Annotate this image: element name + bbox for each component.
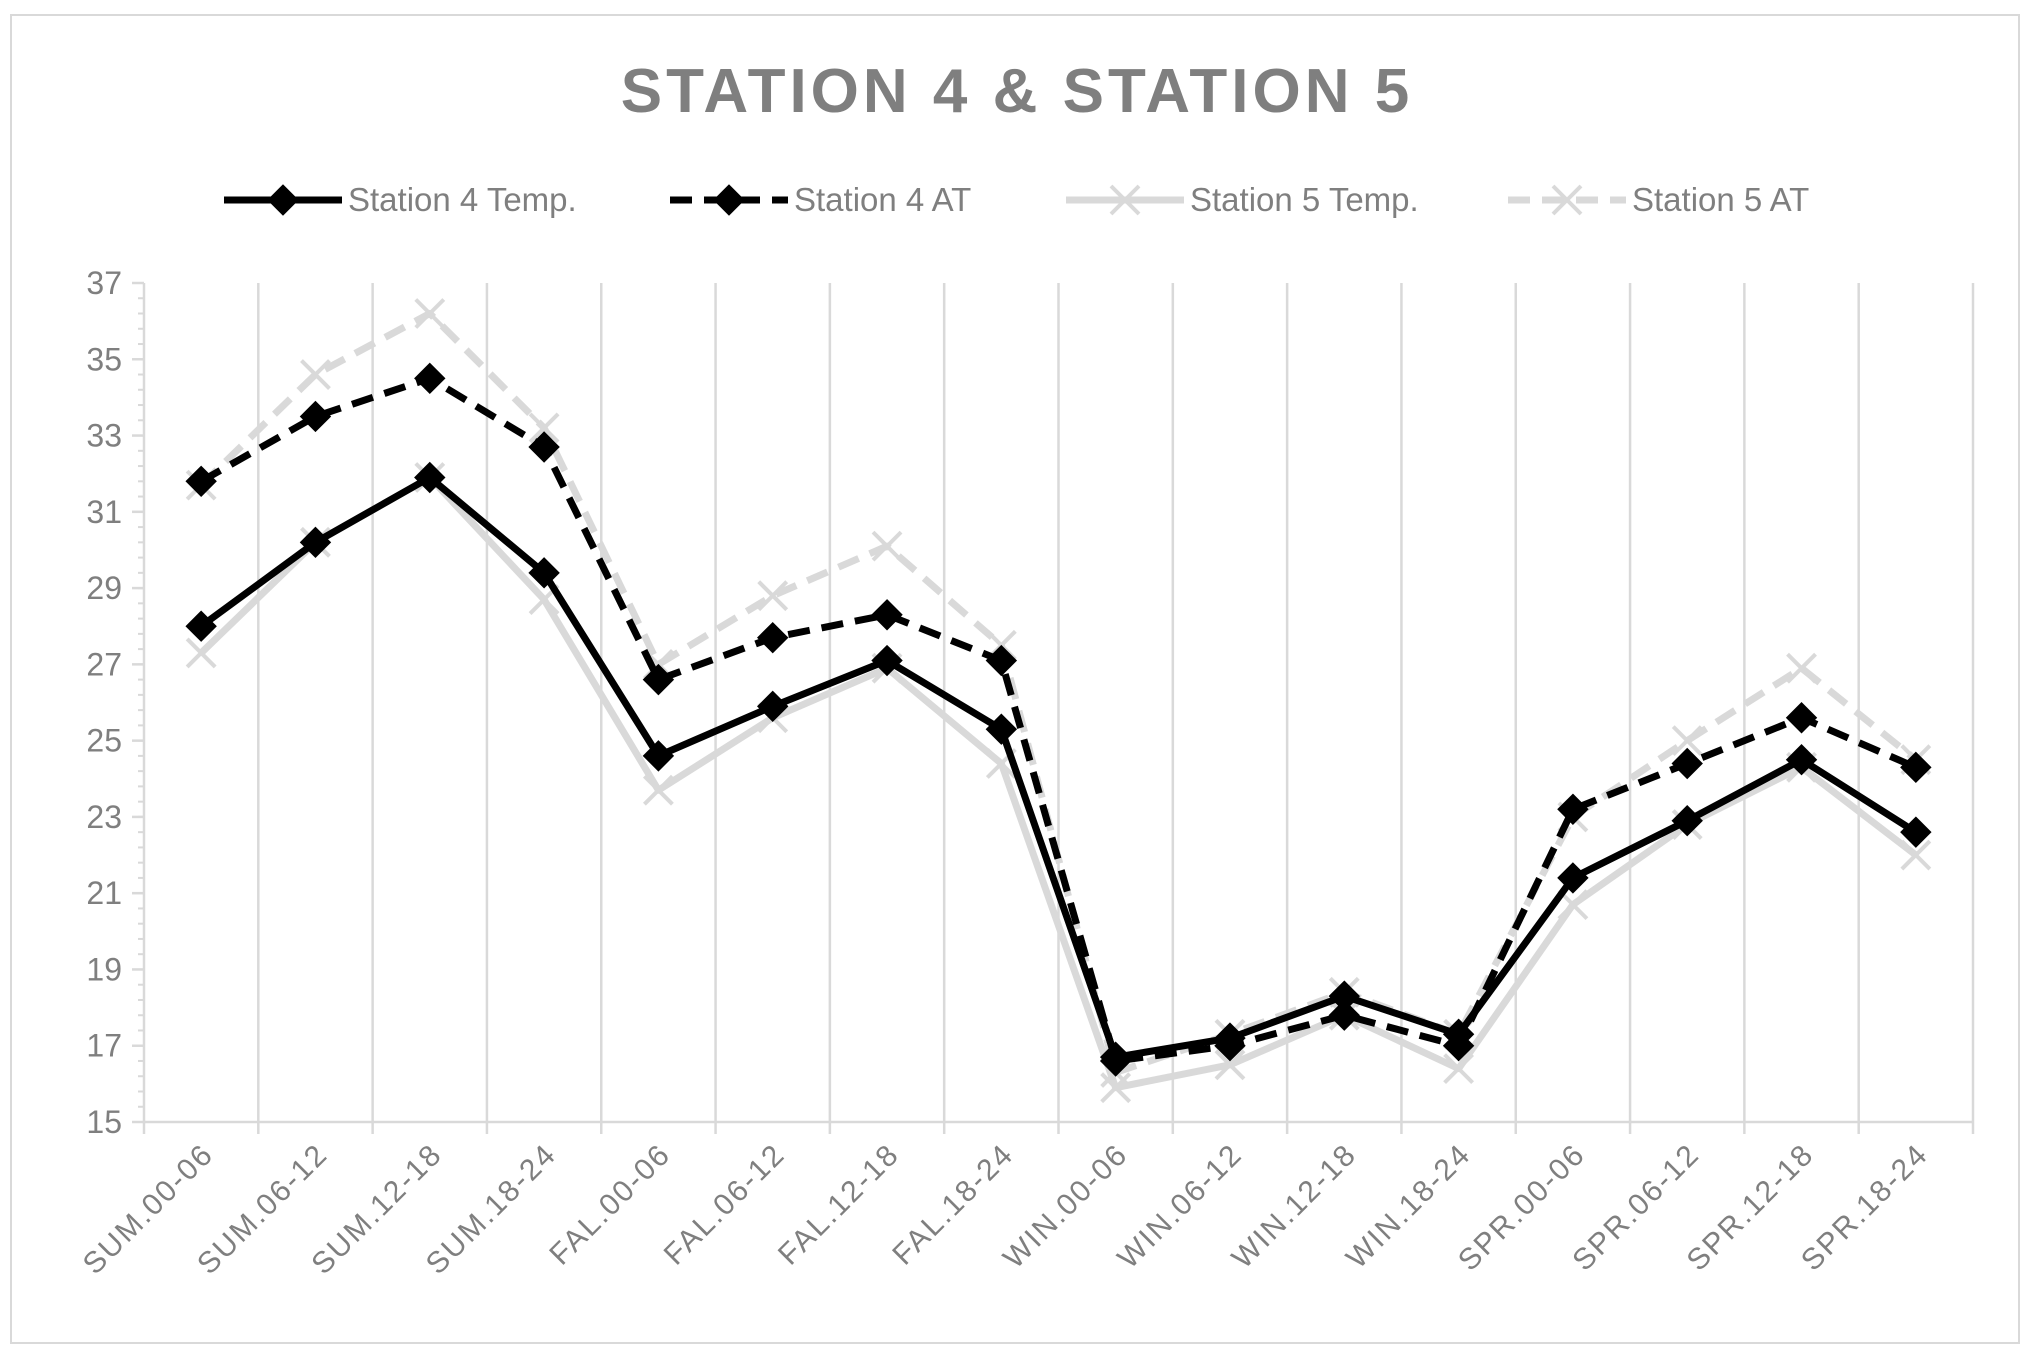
marker-stroke: [1900, 839, 1932, 871]
data-point-marker: [1671, 725, 1703, 757]
data-point-marker: [871, 530, 903, 562]
data-point-marker: [414, 362, 446, 395]
data-point-marker: [713, 184, 745, 216]
marker-stroke: [300, 359, 331, 390]
marker-stroke: [1214, 1049, 1246, 1081]
y-tick-label: 17: [86, 1028, 122, 1064]
y-tick-label: 33: [86, 418, 122, 454]
marker-stroke: [185, 637, 217, 669]
data-point-marker: [528, 431, 560, 463]
data-point-marker: [1671, 747, 1703, 780]
series-layer: [185, 298, 1932, 1104]
data-point-marker: [1214, 1030, 1246, 1062]
data-point-marker: [1557, 793, 1589, 825]
data-point-marker: [1551, 184, 1583, 216]
y-tick-label: 25: [86, 723, 122, 759]
y-tick-label: 35: [86, 341, 122, 377]
data-point-marker: [528, 412, 560, 444]
data-point-marker: [1671, 805, 1703, 837]
marker-stroke: [1551, 184, 1583, 216]
data-point-marker: [1900, 816, 1932, 848]
data-point-marker: [757, 621, 789, 654]
data-point-marker: [1900, 751, 1932, 784]
data-point-marker: [1786, 652, 1817, 684]
legend-label: Station 5 AT: [1632, 181, 1809, 218]
marker-stroke: [1109, 184, 1141, 216]
data-point-marker: [871, 599, 903, 631]
data-point-marker: [300, 359, 331, 390]
legend-item: Station 4 AT: [670, 181, 971, 218]
data-point-marker: [871, 644, 903, 677]
data-point-marker: [757, 580, 789, 612]
y-tick-label: 27: [86, 646, 122, 682]
chart-title: STATION 4 & STATION 5: [621, 57, 1413, 126]
legend-item: Station 4 Temp.: [224, 181, 577, 218]
series-line: [198, 473, 1918, 1092]
series-line: [198, 310, 1919, 1076]
data-point-marker: [642, 774, 674, 806]
data-point-marker: [1328, 999, 1360, 1031]
series-line: [199, 374, 1918, 1065]
legend: Station 4 Temp. Station 4 AT Station 5 Tem…: [224, 181, 1809, 218]
gridlines: [257, 283, 1975, 1122]
marker-stroke: [871, 530, 903, 562]
data-point-marker: [1100, 1072, 1132, 1104]
data-point-marker: [757, 690, 789, 723]
series-line: [199, 473, 1918, 1061]
data-point-marker: [414, 298, 446, 329]
data-point-marker: [185, 465, 217, 498]
data-point-marker: [1214, 1049, 1246, 1081]
data-point-marker: [985, 713, 1018, 745]
y-tick-label: 19: [86, 951, 122, 987]
data-point-marker: [185, 610, 217, 642]
data-point-marker: [299, 526, 332, 559]
data-point-marker: [1443, 1053, 1475, 1085]
legend-label: Station 4 Temp.: [348, 181, 577, 218]
legend-label: Station 5 Temp.: [1190, 181, 1419, 218]
data-point-marker: [267, 184, 299, 216]
data-point-marker: [1109, 184, 1141, 216]
data-point-marker: [642, 740, 675, 772]
marker-stroke: [528, 412, 560, 444]
y-tick-label: 37: [86, 265, 122, 301]
marker-stroke: [757, 580, 789, 612]
y-tick-label: 29: [86, 570, 122, 606]
marker-stroke: [642, 774, 674, 806]
data-point-marker: [985, 644, 1018, 677]
data-point-marker: [1557, 862, 1589, 894]
data-point-marker: [1442, 1030, 1475, 1062]
y-tick-label: 23: [86, 799, 122, 835]
data-point-marker: [1785, 743, 1818, 776]
y-tick-label: 21: [86, 875, 122, 911]
legend-label: Station 4 AT: [794, 181, 971, 218]
legend-item: Station 5 Temp.: [1066, 181, 1419, 218]
data-point-marker: [1099, 1045, 1132, 1077]
marker-stroke: [414, 298, 446, 329]
marker-stroke: [1443, 1053, 1475, 1085]
marker-stroke: [1671, 725, 1703, 757]
data-point-marker: [1785, 702, 1818, 734]
marker-stroke: [1786, 652, 1817, 684]
x-tick-label: FAL.06-12: [658, 1138, 792, 1272]
data-point-marker: [528, 557, 560, 589]
x-tick-label: FAL.00-06: [543, 1138, 677, 1272]
y-tick-label: 15: [86, 1104, 122, 1140]
data-point-marker: [414, 461, 446, 494]
series-station-4-at: [185, 362, 1932, 1077]
marker-stroke: [1100, 1072, 1132, 1104]
y-tick-label: 31: [86, 494, 122, 530]
data-point-marker: [642, 663, 675, 696]
data-point-marker: [1900, 839, 1932, 871]
legend-item: Station 5 AT: [1508, 181, 1809, 218]
marker-stroke: [1557, 889, 1589, 921]
x-tick-label: FAL.12-18: [772, 1138, 906, 1272]
data-point-marker: [185, 637, 217, 669]
data-point-marker: [299, 400, 332, 433]
